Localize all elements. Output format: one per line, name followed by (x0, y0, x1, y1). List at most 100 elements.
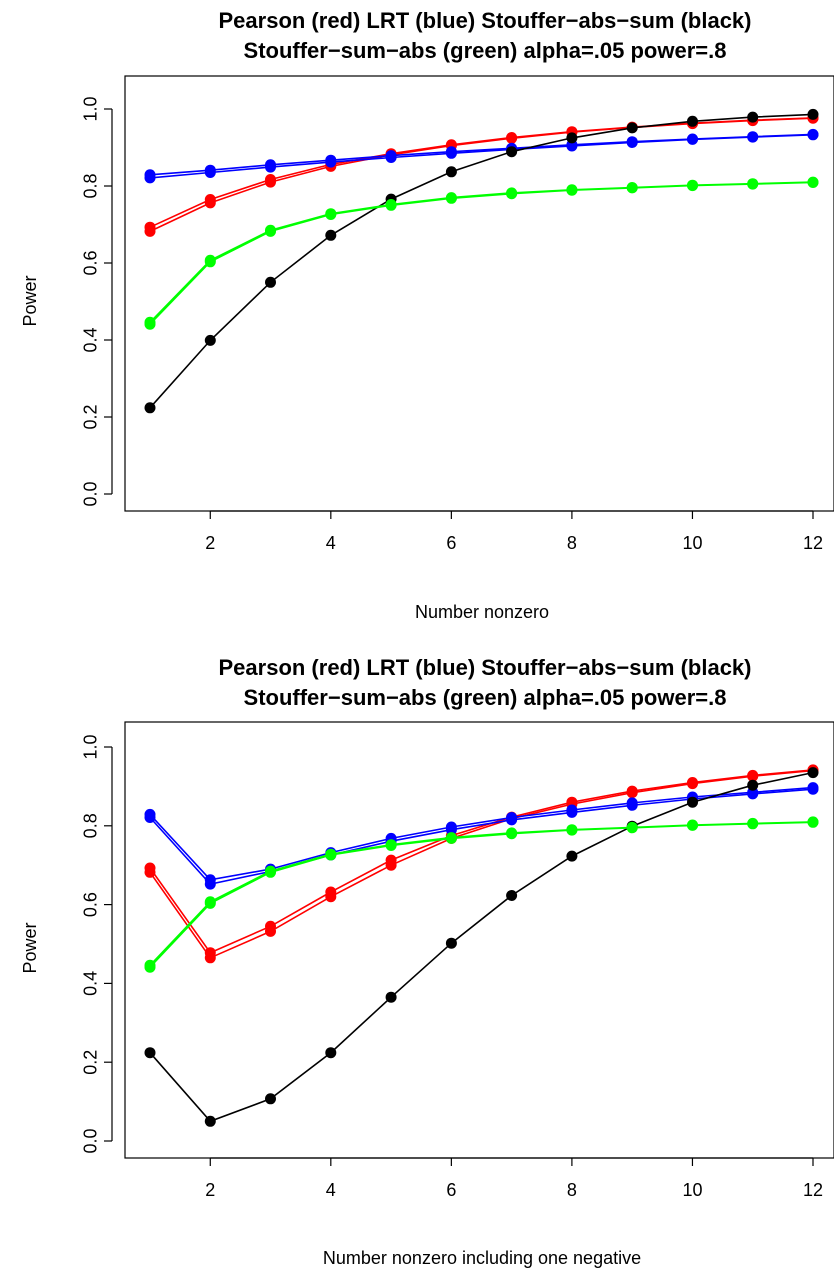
x-tick-label: 12 (803, 533, 823, 553)
series-point-black (506, 146, 518, 158)
chart-title-bottom: Pearson (red) LRT (blue) Stouffer−abs−su… (219, 655, 752, 680)
series-line-black (149, 113, 814, 409)
series-point-blue (204, 167, 216, 178)
series-point-black (506, 890, 518, 901)
y-tick-label: 0.8 (80, 173, 100, 198)
series-point-blue (445, 824, 457, 836)
series-point-green (626, 182, 638, 194)
series-point-green (325, 209, 337, 220)
series-point-blue (566, 806, 578, 818)
x-tick-label: 8 (567, 533, 577, 553)
x-tick-label: 6 (446, 533, 456, 553)
series-point-red (144, 225, 156, 237)
series-point-black (144, 402, 156, 414)
chart-panel-top: Pearson (red) LRT (blue) Stouffer−abs−su… (20, 8, 834, 622)
series-point-blue (445, 147, 457, 159)
x-tick-label: 2 (205, 1180, 215, 1200)
series-point-black (204, 334, 216, 346)
series-point-red (325, 891, 337, 903)
series-line-blue (149, 788, 814, 885)
y-tick-label: 0.8 (80, 813, 100, 838)
series-point-blue (626, 137, 638, 148)
series-point-red (385, 859, 397, 871)
series-point-blue (144, 812, 156, 823)
series-point-black (445, 937, 457, 949)
y-tick-label: 0.0 (80, 1128, 100, 1153)
series-point-black (566, 132, 578, 144)
series-line-green (149, 181, 814, 323)
series-point-black (566, 850, 578, 862)
y-tick-label: 0.6 (80, 250, 100, 275)
x-tick-label: 10 (682, 1180, 702, 1200)
series-point-red (265, 176, 276, 188)
series-point-green (385, 840, 397, 851)
series-point-black (807, 767, 819, 779)
x-tick-label: 4 (326, 533, 336, 553)
series-point-blue (687, 133, 698, 145)
series-line-red (149, 769, 814, 954)
series-line-red (149, 117, 814, 228)
x-tick-label: 8 (567, 1180, 577, 1200)
series-point-black (385, 991, 397, 1003)
series-point-green (506, 188, 518, 200)
series-point-green (747, 818, 759, 830)
series-point-green (204, 256, 216, 268)
y-axis-label-top: Power (20, 275, 40, 326)
series-line-black (149, 771, 814, 1123)
series-point-green (506, 828, 518, 840)
y-axis-top: 0.0 0.2 0.4 0.6 0.8 1.0 (80, 96, 113, 507)
x-tick-label: 10 (682, 533, 702, 553)
series-line-red (149, 117, 814, 233)
x-tick-label: 12 (803, 1180, 823, 1200)
series-point-blue (325, 156, 337, 168)
y-tick-label: 0.2 (80, 1050, 100, 1075)
x-axis-label-top: Number nonzero (415, 602, 549, 622)
chart-subtitle-bottom: Stouffer−sum−abs (green) alpha=.05 power… (244, 685, 727, 710)
series-point-green (204, 897, 216, 909)
series-point-red (626, 787, 638, 799)
series-point-red (265, 925, 276, 937)
series-point-green (385, 199, 397, 211)
series-point-green (687, 819, 698, 831)
series-point-red (144, 866, 156, 878)
series-point-green (566, 824, 578, 836)
y-tick-label: 0.0 (80, 481, 100, 506)
series-point-black (325, 1047, 337, 1059)
series-point-green (144, 961, 156, 973)
series-point-blue (385, 152, 397, 163)
series-line-green (149, 821, 814, 966)
series-point-black (687, 796, 698, 808)
series-point-green (626, 822, 638, 834)
y-tick-label: 0.4 (80, 971, 100, 996)
series-line-blue (149, 134, 814, 179)
series-point-blue (807, 783, 819, 795)
y-axis-bottom: 0.0 0.2 0.4 0.6 0.8 1.0 (80, 734, 113, 1154)
series-point-black (445, 166, 457, 178)
series-point-black (325, 229, 337, 241)
series-point-black (687, 115, 698, 127)
chart-title-top: Pearson (red) LRT (blue) Stouffer−abs−su… (219, 8, 752, 33)
series-point-blue (626, 799, 638, 811)
series-point-green (265, 866, 276, 878)
x-tick-label: 2 (205, 533, 215, 553)
x-axis-top: 2 4 6 8 10 12 (205, 510, 823, 553)
series-point-green (265, 225, 276, 237)
x-tick-label: 4 (326, 1180, 336, 1200)
series-point-blue (566, 140, 578, 152)
series-point-green (807, 816, 819, 828)
series-point-red (204, 952, 216, 964)
series-point-green (687, 180, 698, 192)
series-point-red (204, 197, 216, 209)
series-point-red (747, 770, 759, 782)
series-point-black (265, 276, 276, 288)
series-line-green (149, 821, 814, 968)
series-point-blue (807, 129, 819, 141)
plot-frame-bottom (124, 721, 834, 1159)
x-axis-bottom: 2 4 6 8 10 12 (205, 1157, 823, 1200)
x-axis-label-bottom: Number nonzero including one negative (323, 1248, 641, 1268)
series-point-black (204, 1115, 216, 1127)
series-point-green (747, 178, 759, 190)
series-point-green (445, 192, 457, 204)
series-point-black (807, 108, 819, 120)
